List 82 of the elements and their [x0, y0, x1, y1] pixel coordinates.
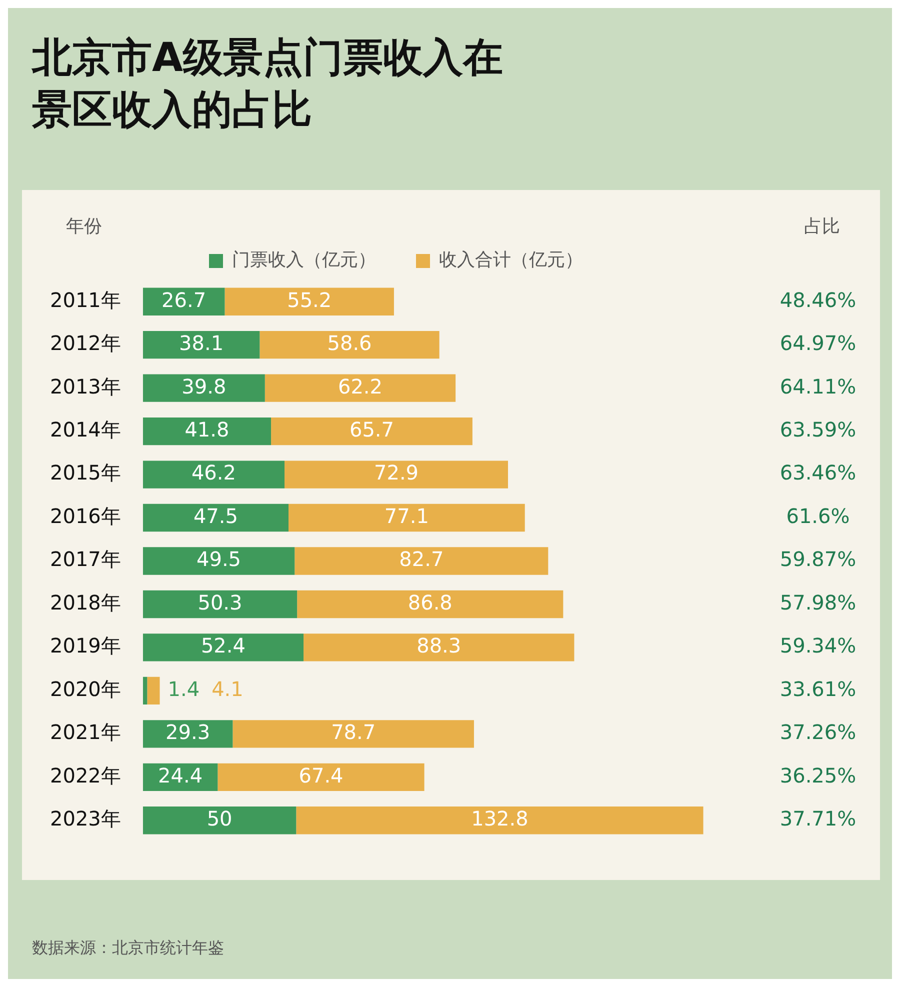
data-label: 52.4: [200, 634, 246, 658]
text: 64.97%: [780, 331, 856, 356]
bar: [142, 417, 272, 446]
bar: [304, 634, 574, 662]
data-label: 86.8: [408, 590, 452, 614]
y-tick-label: 2019年: [50, 634, 121, 658]
bar: [264, 374, 456, 402]
legend-label: 门票收入（亿元）: [232, 250, 376, 271]
text: 48.46%: [780, 288, 856, 312]
text: 59.34%: [780, 634, 856, 658]
data-label: 78.7: [331, 720, 376, 744]
bar: [147, 676, 160, 705]
bar: [142, 460, 285, 488]
text: 33.61%: [780, 676, 856, 701]
text: 占比: [804, 215, 840, 238]
data-label: 82.7: [399, 547, 444, 572]
data-label: 49.5: [196, 547, 242, 572]
bar: [297, 590, 564, 618]
bar: [224, 288, 394, 316]
text: 37.71%: [780, 806, 856, 831]
bar: [142, 634, 304, 662]
data-label: 65.7: [349, 418, 394, 442]
data-label: 4.1: [212, 676, 244, 701]
bar: [142, 720, 233, 748]
y-tick-label: 2018年: [50, 590, 121, 614]
text: 63.46%: [780, 460, 856, 485]
text: 63.59%: [780, 418, 856, 442]
data-label: 41.8: [184, 418, 230, 442]
text: 61.6%: [786, 504, 850, 528]
data-label: 72.9: [374, 460, 419, 485]
bar: [142, 504, 289, 532]
data-label: 38.1: [179, 331, 224, 356]
bar: [142, 331, 260, 359]
data-label: 50.3: [198, 590, 242, 614]
y-tick-label: 2011年: [50, 288, 121, 312]
text: 59.87%: [780, 547, 856, 572]
data-label: 132.8: [471, 806, 528, 831]
source-note: 数据来源：北京市统计年鉴: [32, 938, 224, 959]
bar: [288, 504, 525, 532]
bar: [142, 676, 148, 705]
data-label: 39.8: [182, 374, 226, 398]
y-tick-label: 2017年: [50, 547, 121, 572]
data-label: 62.2: [338, 374, 383, 398]
bar: [142, 374, 265, 402]
legend-label: 收入合计（亿元）: [439, 250, 583, 271]
bar: [284, 460, 508, 488]
y-tick-label: 2015年: [50, 460, 121, 485]
y-tick-label: 2012年: [50, 331, 121, 356]
bar: [232, 720, 474, 748]
data-label: 55.2: [287, 288, 332, 312]
data-label: 88.3: [416, 634, 462, 658]
y-tick-label: 2020年: [50, 676, 121, 701]
text: 57.98%: [780, 590, 856, 614]
text: 64.11%: [780, 374, 856, 398]
y-tick-label: 2022年: [50, 763, 121, 788]
data-label: 26.7: [162, 288, 206, 312]
bar: [142, 806, 296, 834]
y-axis-title: 年份: [66, 215, 102, 238]
data-label: 29.3: [166, 720, 210, 744]
data-label: 77.1: [384, 504, 429, 528]
data-label: 50: [206, 806, 232, 831]
data-label: 1.4: [168, 676, 200, 701]
data-label: 47.5: [193, 504, 238, 528]
y-tick-label: 2023年: [50, 806, 121, 831]
chart-title: 北京市A级景点门票收入在景区收入的占比: [32, 34, 504, 135]
y-tick-label: 2014年: [50, 418, 121, 442]
bar: [296, 806, 704, 834]
y-tick-label: 2021年: [50, 720, 121, 744]
data-label: 24.4: [158, 763, 203, 788]
bar: [142, 547, 295, 575]
bar: [218, 763, 424, 791]
y-tick-label: 2013年: [50, 374, 121, 398]
text: 36.25%: [780, 763, 856, 788]
data-label: 46.2: [191, 460, 236, 485]
bar: [260, 331, 440, 359]
bar: [294, 547, 548, 575]
bar: [142, 590, 298, 618]
bar: [271, 417, 472, 446]
data-label: 58.6: [327, 331, 372, 356]
data-label: 67.4: [298, 763, 344, 788]
text: 37.26%: [780, 720, 856, 744]
y-tick-label: 2016年: [50, 504, 121, 528]
